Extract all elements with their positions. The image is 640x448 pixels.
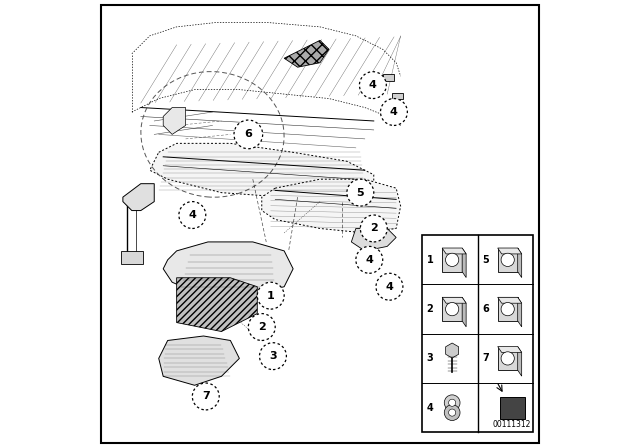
Text: 4: 4 [188,210,196,220]
Circle shape [445,302,459,316]
Circle shape [260,343,287,370]
Text: 2: 2 [370,224,378,233]
Circle shape [449,399,456,406]
Text: 6: 6 [482,304,489,314]
Circle shape [234,120,262,149]
Text: 3: 3 [427,353,433,363]
Circle shape [380,99,408,125]
Polygon shape [442,248,466,254]
Text: 1: 1 [427,255,433,265]
Circle shape [501,253,515,267]
Bar [498,347,518,370]
Bar [442,248,462,271]
Bar [121,251,143,264]
Circle shape [449,409,456,416]
Polygon shape [163,108,186,134]
Polygon shape [445,343,459,358]
Circle shape [444,405,460,421]
Polygon shape [462,248,466,278]
Polygon shape [518,297,522,327]
Circle shape [192,383,219,410]
Circle shape [257,282,284,309]
Text: 5: 5 [356,188,364,198]
Polygon shape [159,336,239,385]
Bar [383,74,394,81]
Circle shape [501,302,515,316]
Circle shape [356,246,383,273]
Polygon shape [442,297,466,303]
Text: 7: 7 [482,353,489,363]
Text: 4: 4 [385,282,394,292]
Polygon shape [163,242,293,296]
Polygon shape [498,248,522,254]
Text: 4: 4 [427,403,433,413]
Polygon shape [284,40,329,67]
Circle shape [179,202,206,228]
Polygon shape [498,297,522,303]
Text: 6: 6 [244,129,252,139]
Bar [392,93,403,99]
Circle shape [360,215,387,242]
Text: 5: 5 [482,255,489,265]
Circle shape [347,179,374,206]
Bar [498,248,518,271]
Text: 1: 1 [267,291,275,301]
Text: 00111312: 00111312 [493,420,531,429]
Text: 4: 4 [369,80,377,90]
Circle shape [248,314,275,340]
Polygon shape [262,179,401,233]
Polygon shape [498,347,522,353]
Polygon shape [518,248,522,278]
Polygon shape [351,228,396,251]
Circle shape [376,273,403,300]
Circle shape [360,72,387,99]
Polygon shape [150,143,374,202]
Text: 2: 2 [258,322,266,332]
Bar [500,397,525,418]
Bar [396,111,405,116]
Bar [442,297,462,321]
Text: 4: 4 [365,255,373,265]
Text: 4: 4 [390,107,398,117]
Circle shape [444,395,460,411]
Bar [498,297,518,321]
Polygon shape [123,184,154,211]
Polygon shape [518,347,522,376]
Circle shape [445,253,459,267]
Bar [422,235,533,432]
Text: 2: 2 [427,304,433,314]
Circle shape [501,352,515,365]
Polygon shape [462,297,466,327]
Polygon shape [177,278,257,332]
Text: 7: 7 [202,392,210,401]
Text: 3: 3 [269,351,276,361]
